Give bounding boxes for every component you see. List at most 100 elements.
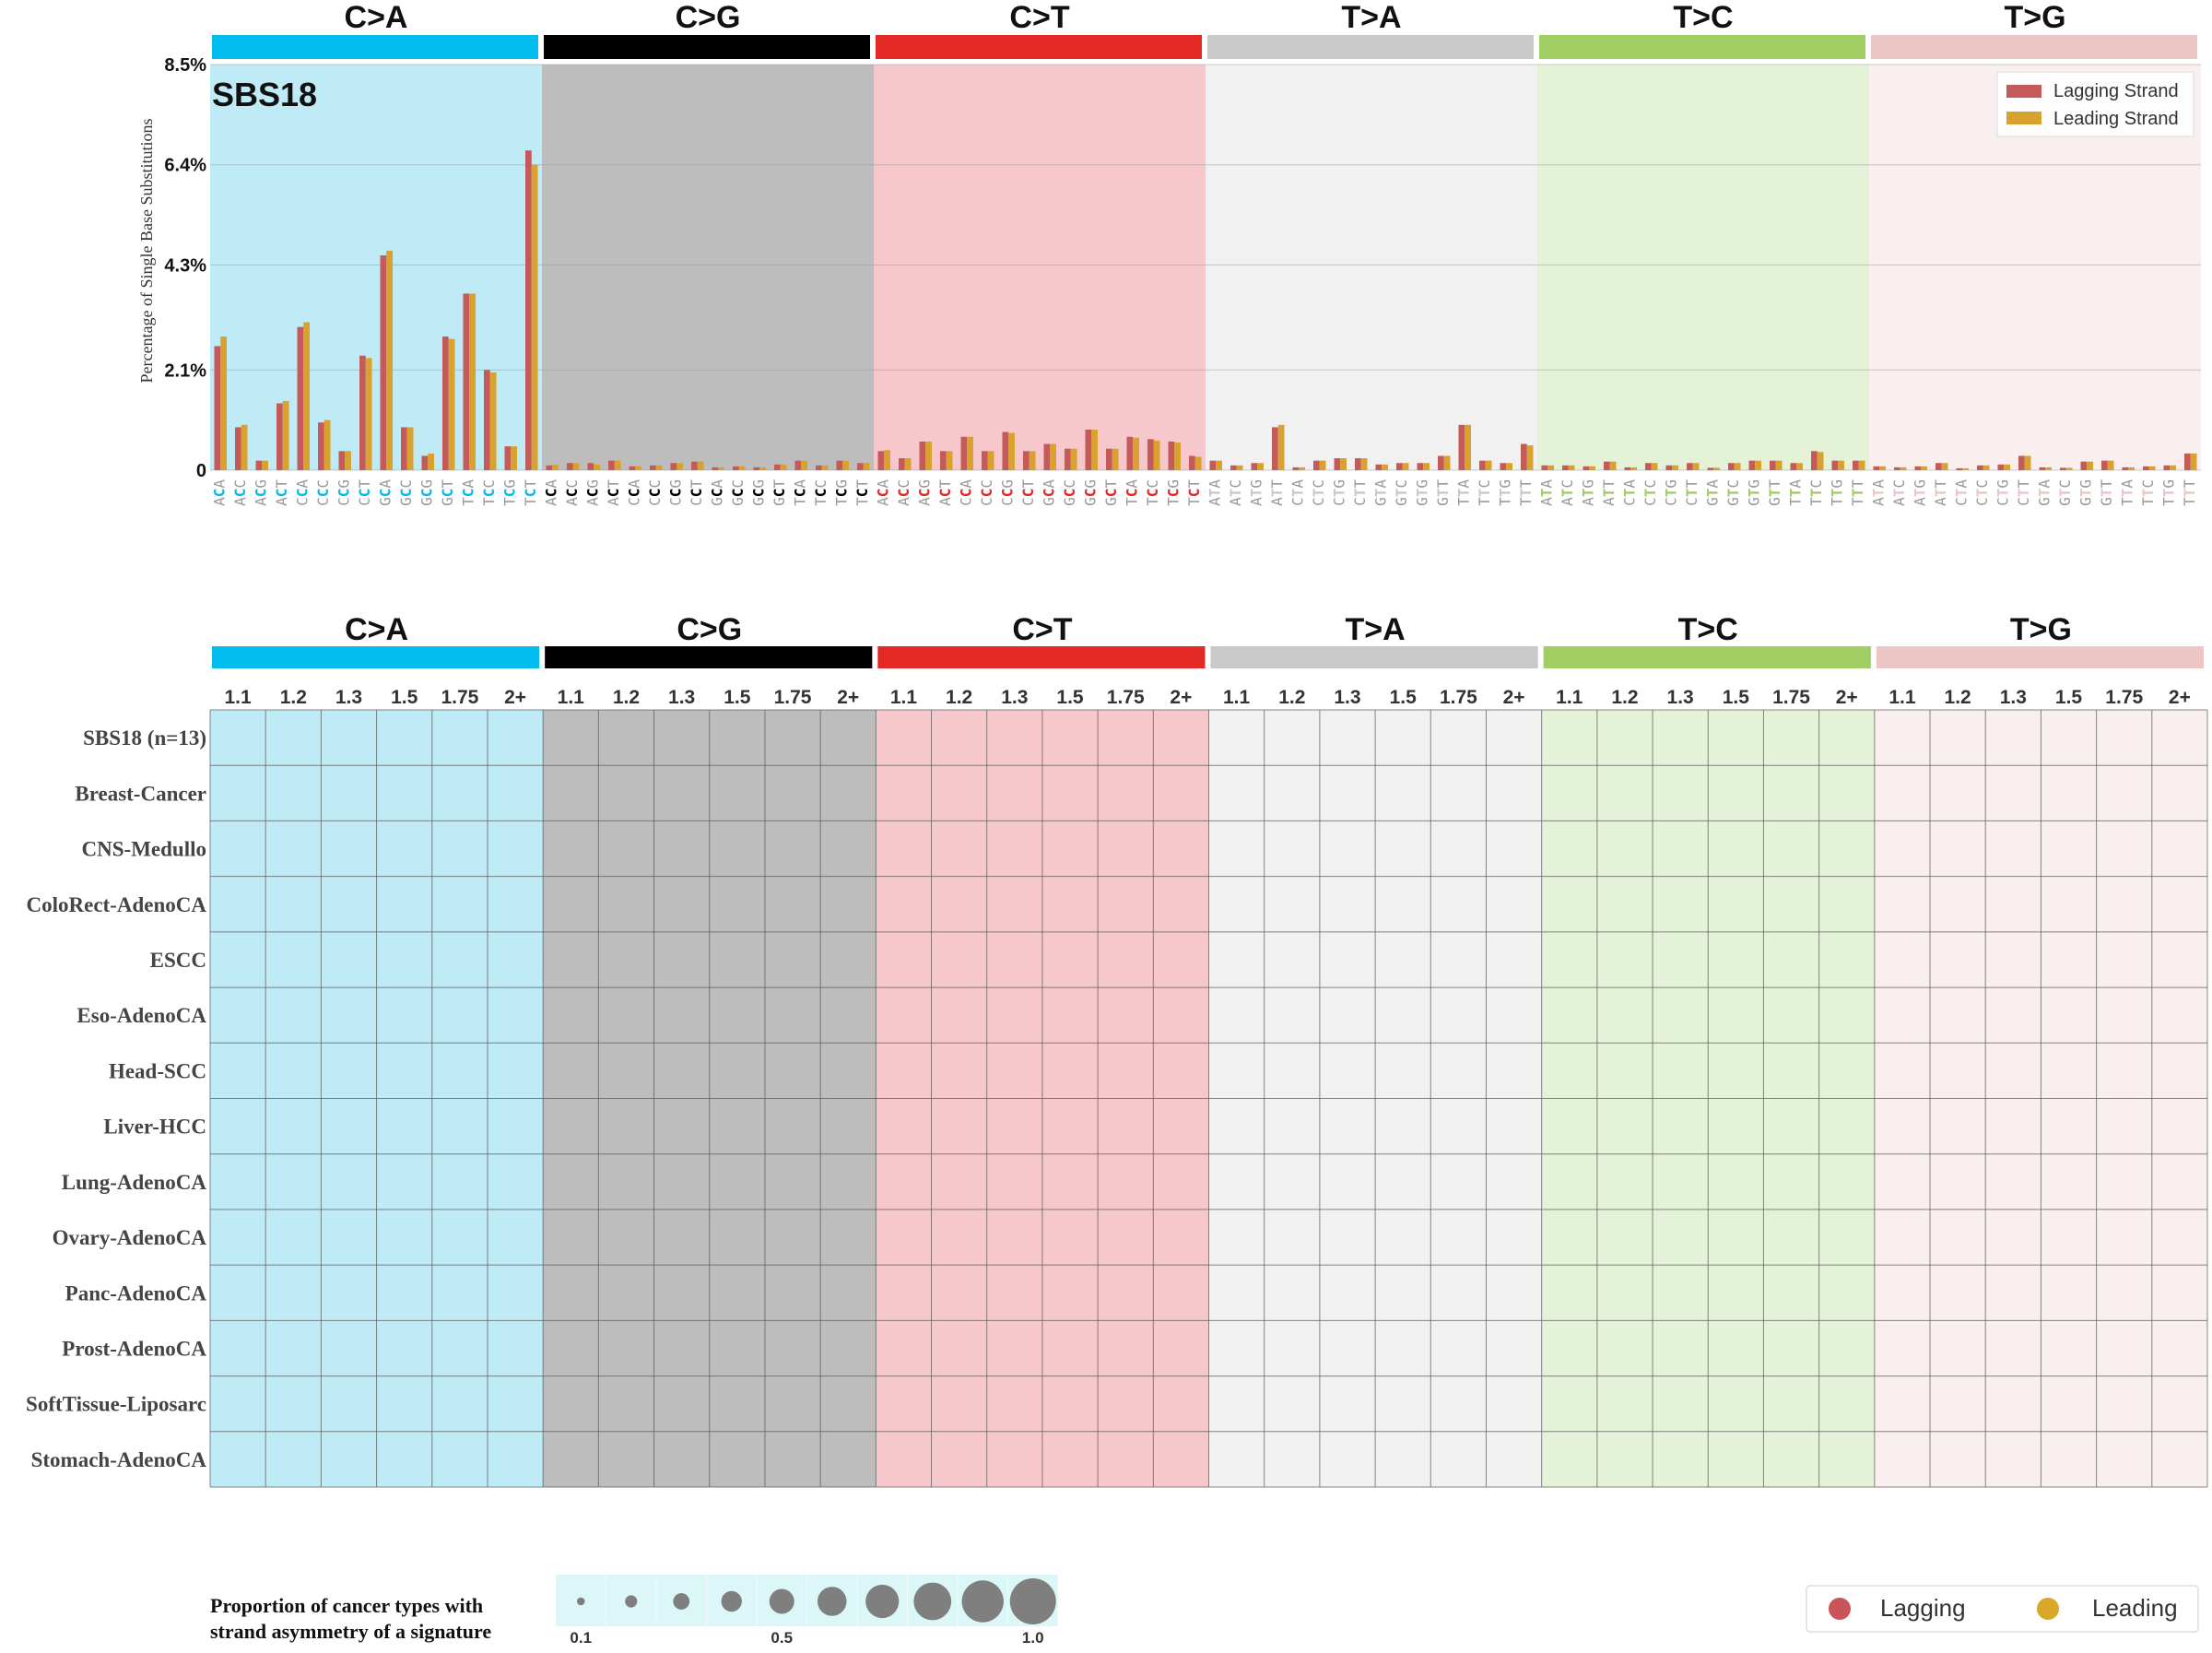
bar-lagging-67	[1604, 461, 1610, 470]
x-tick-label-87: CTT	[2015, 479, 2032, 506]
x-tick-label-41: GCC	[1061, 479, 1078, 506]
x-tick-label-49: ATC	[1227, 479, 1244, 506]
column-label-2-4: 1.75	[1107, 687, 1145, 708]
bottom-header-bar-0	[212, 646, 540, 668]
x-tick-label-72: GTA	[1703, 479, 1721, 506]
bar-lagging-45	[1147, 439, 1154, 470]
column-label-3-4: 1.75	[1440, 687, 1477, 708]
x-tick-label-73: GTC	[1724, 479, 1742, 506]
bar-lagging-57	[1396, 463, 1403, 470]
bottom-header-bar-3	[1210, 646, 1538, 668]
x-tick-label-15: TCT	[522, 479, 539, 506]
bar-lagging-84	[1956, 467, 1963, 470]
bar-lagging-78	[1831, 460, 1839, 470]
bottom-header-bar-1	[545, 646, 873, 668]
bar-lagging-35	[940, 451, 947, 470]
x-tick-label-47: TCT	[1185, 479, 1203, 506]
x-tick-label-3: ACT	[273, 479, 290, 506]
bar-lagging-81	[1894, 466, 1900, 470]
bar-lagging-66	[1583, 466, 1590, 470]
column-label-1-2: 1.3	[668, 687, 695, 708]
x-tick-label-76: TTA	[1786, 479, 1804, 506]
x-tick-label-83: ATT	[1932, 479, 1949, 506]
bar-leading-71	[1692, 463, 1700, 470]
bg-panel-4	[1537, 65, 1869, 470]
x-tick-label-77: TTC	[1807, 479, 1825, 506]
bar-lagging-42	[1085, 430, 1092, 470]
header-label-5: T>G	[2004, 0, 2065, 35]
size-bubble-4	[769, 1588, 794, 1614]
bar-lagging-55	[1355, 458, 1361, 470]
bar-lagging-63	[1521, 443, 1527, 470]
x-tick-label-35: ACT	[936, 479, 954, 506]
column-label-5-3: 1.5	[2055, 687, 2083, 708]
x-tick-label-55: CTT	[1351, 479, 1369, 506]
bar-leading-5	[324, 419, 331, 470]
bar-lagging-58	[1417, 463, 1424, 470]
x-tick-label-59: GTT	[1434, 479, 1452, 506]
row-label-8: Lung-AdenoCA	[62, 1171, 207, 1194]
size-legend-ticks: 0.1 0.5 1.0	[570, 1629, 1043, 1647]
column-label-2-3: 1.5	[1056, 687, 1084, 708]
column-label-0-2: 1.3	[335, 687, 362, 708]
bar-lagging-1	[235, 427, 241, 470]
bar-leading-58	[1423, 463, 1430, 470]
column-label-5-1: 1.2	[1945, 687, 1971, 708]
top-mutation-type-headers: C>A C>G C>T T>A T>C T>G	[212, 0, 2197, 59]
header-bar-2	[876, 35, 1202, 59]
bar-leading-9	[406, 427, 414, 470]
column-label-0-0: 1.1	[224, 687, 252, 708]
bar-lagging-30	[836, 460, 843, 470]
x-tick-label-39: CCT	[1019, 479, 1037, 506]
x-tick-label-45: TCC	[1144, 479, 1161, 506]
bar-leading-57	[1402, 463, 1409, 470]
x-tick-label-28: TCA	[791, 479, 808, 506]
x-tick-label-50: ATG	[1247, 479, 1265, 506]
bar-lagging-64	[1541, 465, 1548, 470]
bar-lagging-54	[1334, 458, 1341, 470]
leading-dot-icon	[2037, 1598, 2059, 1620]
size-bubble-8	[961, 1580, 1004, 1623]
column-label-5-2: 1.3	[2000, 687, 2027, 708]
bar-leading-11	[448, 338, 455, 470]
bar-leading-23	[697, 461, 704, 470]
bar-lagging-15	[525, 150, 532, 471]
bar-leading-61	[1485, 460, 1492, 470]
header-label-3: T>A	[1341, 0, 1401, 35]
x-tick-label-91: GTT	[2098, 479, 2115, 506]
x-tick-label-85: CTC	[1973, 479, 1991, 506]
bar-leading-38	[1008, 432, 1015, 470]
row-label-11: Prost-AdenoCA	[62, 1337, 206, 1360]
x-tick-label-62: TTG	[1496, 479, 1513, 506]
x-tick-label-95: TTT	[2181, 479, 2198, 506]
x-tick-label-78: TTG	[1828, 479, 1845, 506]
bar-leading-59	[1443, 455, 1451, 470]
x-tick-label-20: CCA	[625, 479, 642, 506]
x-tick-label-37: CCC	[978, 479, 995, 506]
x-tick-label-40: GCA	[1040, 479, 1057, 506]
bar-leading-90	[2087, 461, 2093, 470]
bar-lagging-89	[2060, 467, 2066, 470]
bar-leading-62	[1506, 463, 1512, 470]
x-tick-label-94: TTG	[2159, 479, 2177, 506]
x-tick-label-23: CCT	[688, 479, 705, 506]
bar-leading-43	[1112, 448, 1119, 470]
x-tick-label-12: TCA	[459, 479, 477, 506]
row-label-0: SBS18 (n=13)	[83, 726, 206, 750]
size-bubble-0	[576, 1597, 585, 1606]
bar-lagging-56	[1375, 464, 1382, 470]
bar-leading-85	[1983, 465, 1990, 470]
bar-lagging-32	[877, 451, 885, 470]
x-tick-label-81: ATC	[1890, 479, 1908, 506]
bar-leading-53	[1319, 460, 1326, 470]
top-chart-y-axis: 0 2.1% 4.3% 6.4% 8.5%	[164, 55, 206, 481]
bar-lagging-19	[608, 460, 615, 470]
bar-leading-8	[386, 250, 393, 470]
bar-leading-56	[1382, 464, 1388, 470]
bar-lagging-14	[504, 446, 512, 470]
top-chart-gridlines	[210, 64, 2201, 471]
bar-leading-16	[552, 464, 559, 470]
bar-lagging-3	[276, 403, 283, 470]
